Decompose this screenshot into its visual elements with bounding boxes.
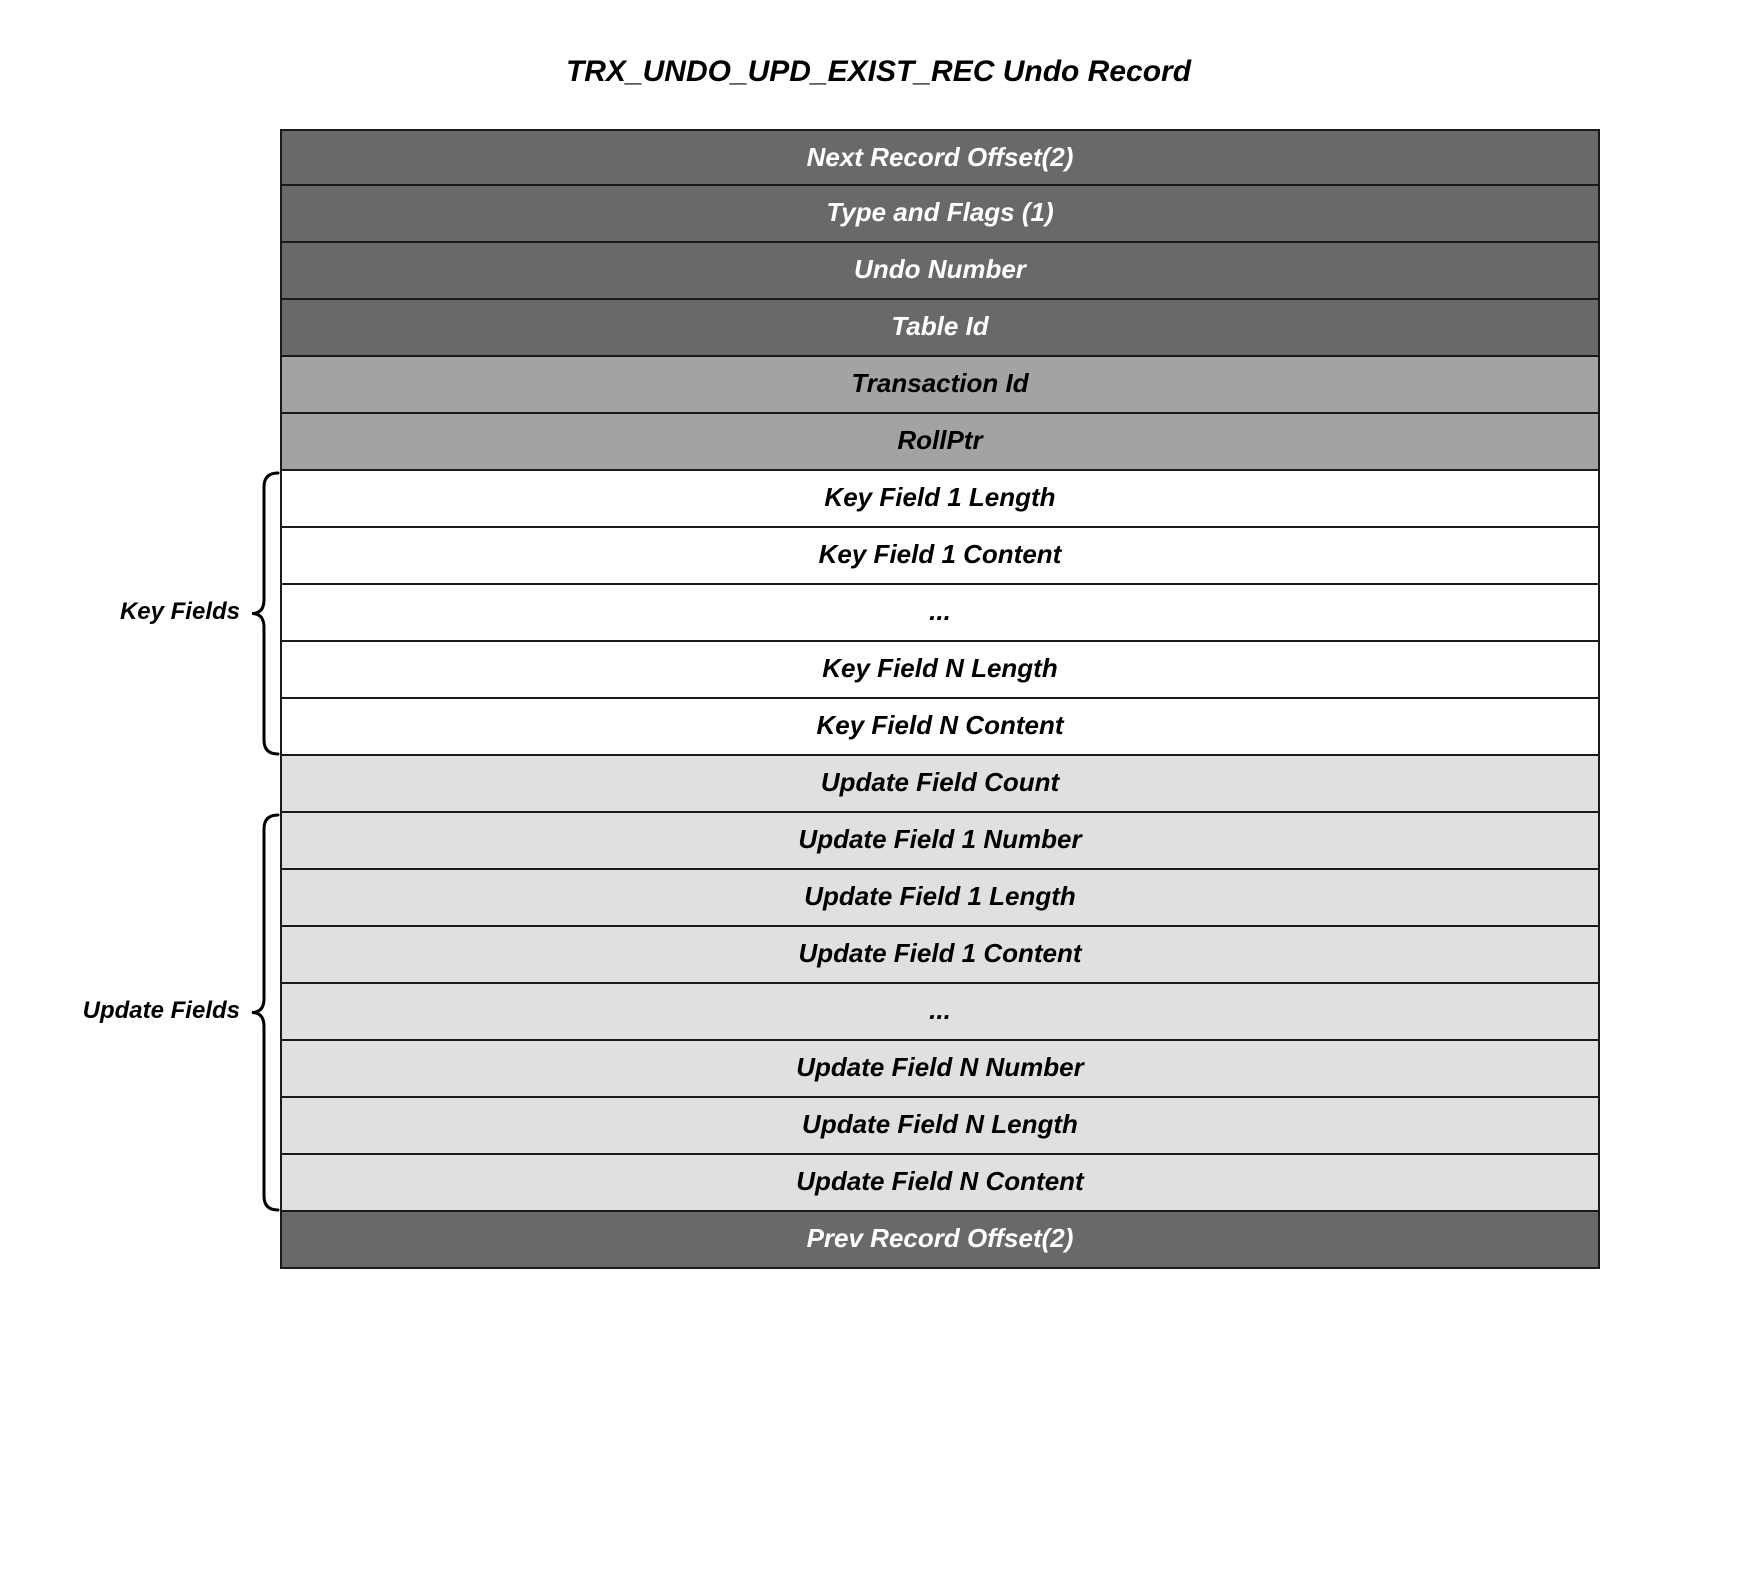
record-row: Prev Record Offset(2) <box>280 1212 1600 1269</box>
record-row: Key Field 1 Length <box>280 471 1600 528</box>
group-label: Update Fields <box>60 997 240 1025</box>
record-row: ... <box>280 585 1600 642</box>
record-row: Update Field N Content <box>280 1155 1600 1212</box>
group-brace <box>248 471 280 756</box>
record-row: Update Field Count <box>280 756 1600 813</box>
record-row: Key Field 1 Content <box>280 528 1600 585</box>
record-row: Update Field 1 Number <box>280 813 1600 870</box>
record-row: Key Field N Content <box>280 699 1600 756</box>
record-row: Table Id <box>280 300 1600 357</box>
record-row: Update Field N Length <box>280 1098 1600 1155</box>
group-brace <box>248 813 280 1212</box>
record-row: Type and Flags (1) <box>280 186 1600 243</box>
record-row: RollPtr <box>280 414 1600 471</box>
record-row: Undo Number <box>280 243 1600 300</box>
record-row: ... <box>280 984 1600 1041</box>
record-row: Update Field N Number <box>280 1041 1600 1098</box>
record-row: Transaction Id <box>280 357 1600 414</box>
record-row: Update Field 1 Content <box>280 927 1600 984</box>
record-row: Update Field 1 Length <box>280 870 1600 927</box>
record-table: Next Record Offset(2)Type and Flags (1)U… <box>280 129 1600 1269</box>
diagram-title: TRX_UNDO_UPD_EXIST_REC Undo Record <box>0 55 1757 89</box>
group-label: Key Fields <box>60 598 240 626</box>
record-row: Next Record Offset(2) <box>280 129 1600 186</box>
record-row: Key Field N Length <box>280 642 1600 699</box>
